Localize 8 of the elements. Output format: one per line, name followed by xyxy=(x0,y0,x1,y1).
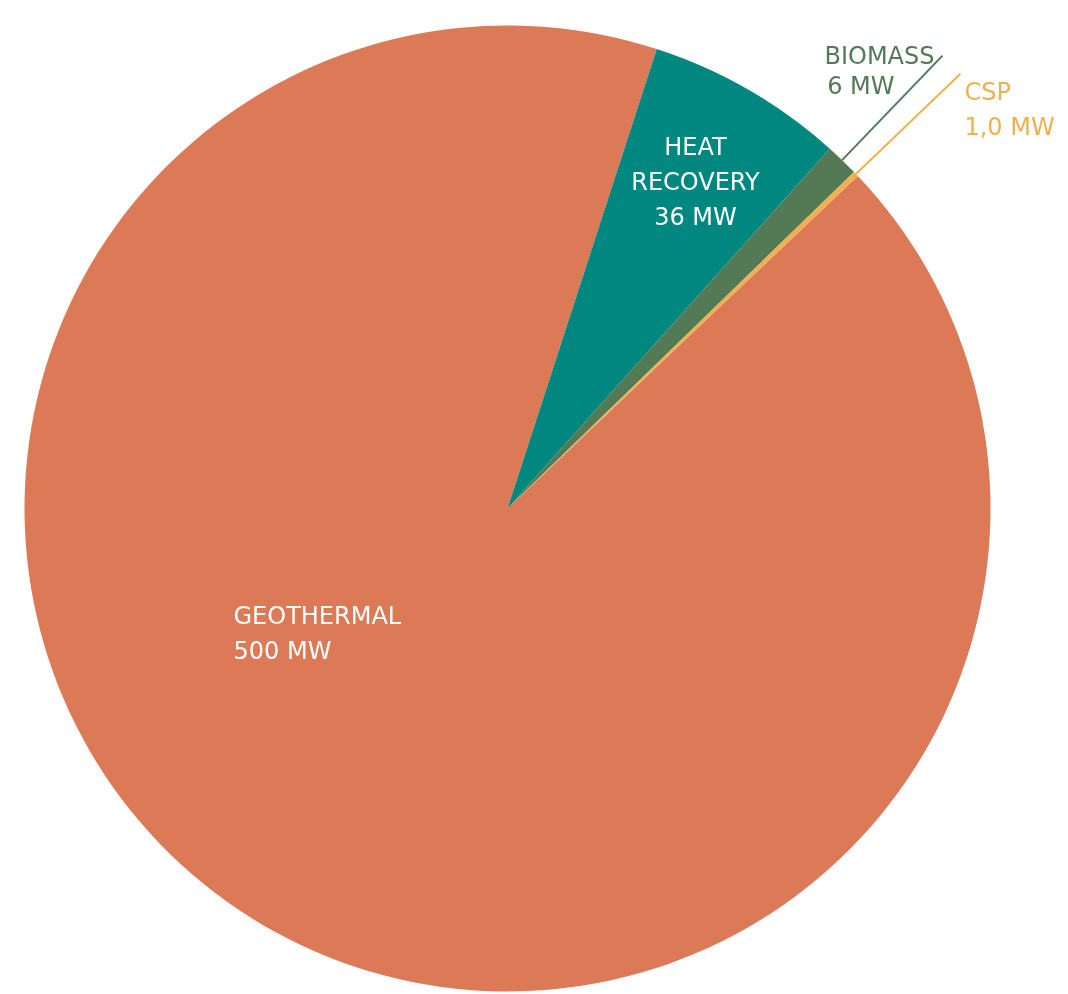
slice-label: CSP xyxy=(964,77,1011,106)
slice-label: GEOTHERMAL xyxy=(233,602,402,630)
slice-label: BIOMASS xyxy=(824,41,935,70)
data-label: 500 MW xyxy=(233,637,332,665)
slice-label: HEAT RECOVERY xyxy=(631,132,761,196)
data-label: 6 MW xyxy=(827,71,895,100)
data-label: 36 MW xyxy=(654,202,737,231)
data-label: 1,0 MW xyxy=(964,112,1055,141)
